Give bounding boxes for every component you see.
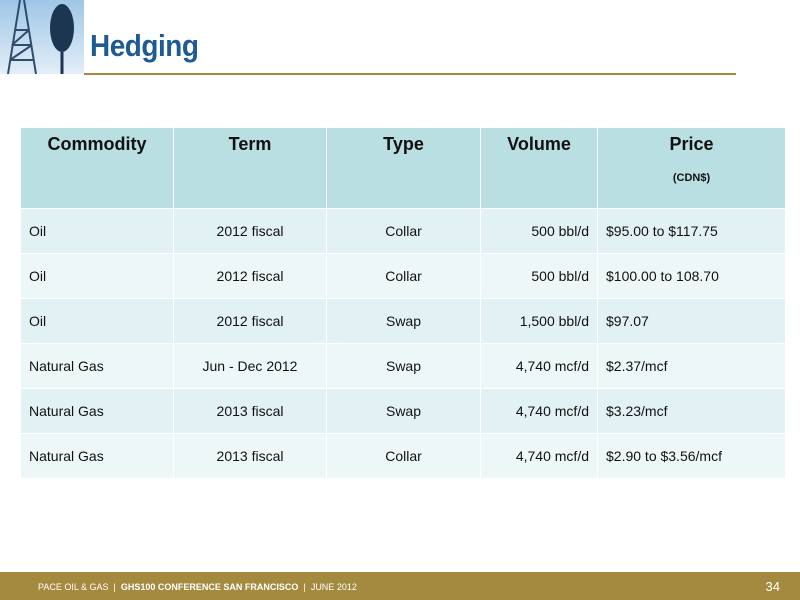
table-cell: 2012 fiscal <box>173 298 327 344</box>
table-cell: Natural Gas <box>20 388 174 434</box>
table-cell: $97.07 <box>597 298 786 344</box>
table-cell: 4,740 mcf/d <box>480 343 598 389</box>
footer-separator: | <box>303 582 306 592</box>
table-row: Natural Gas Jun - Dec 2012 Swap 4,740 mcf/d… <box>20 343 786 389</box>
column-header-text: Type <box>383 134 424 154</box>
column-header: Type <box>326 127 481 209</box>
column-header-text: Price <box>669 134 714 154</box>
table-cell: Oil <box>20 208 174 254</box>
table-cell: Swap <box>326 298 481 344</box>
table-cell: Collar <box>326 208 481 254</box>
column-header-text: Term <box>228 134 272 154</box>
table-cell: Oil <box>20 253 174 299</box>
header-image <box>0 0 84 74</box>
table-cell: Jun - Dec 2012 <box>173 343 327 389</box>
table-cell: 500 bbl/d <box>480 208 598 254</box>
table-cell: Natural Gas <box>20 433 174 479</box>
table-cell: 2013 fiscal <box>173 433 327 479</box>
hedging-table: Commodity Term Type Volume Price (CDN$) Oil 20… <box>20 127 786 479</box>
table-cell: 2012 fiscal <box>173 208 327 254</box>
column-header: Commodity <box>20 127 174 209</box>
table-cell: Collar <box>326 253 481 299</box>
slide-title: Hedging <box>90 28 199 63</box>
table-cell: 2013 fiscal <box>173 388 327 434</box>
table-cell: Natural Gas <box>20 343 174 389</box>
table-row: Oil 2012 fiscal Collar 500 bbl/d $95.00 to $… <box>20 208 786 254</box>
table-cell: $3.23/mcf <box>597 388 786 434</box>
table-cell: $2.37/mcf <box>597 343 786 389</box>
table-cell: 4,740 mcf/d <box>480 388 598 434</box>
footer-event: GHS100 CONFERENCE SAN FRANCISCO <box>120 582 299 592</box>
table-cell: Collar <box>326 433 481 479</box>
table-cell: Oil <box>20 298 174 344</box>
footer-company: PACE OIL & GAS <box>38 582 109 592</box>
table-body: Oil 2012 fiscal Collar 500 bbl/d $95.00 to $… <box>20 208 786 479</box>
table-cell: 4,740 mcf/d <box>480 433 598 479</box>
footer-text: PACE OIL & GAS | GHS100 CONFERENCE SAN F… <box>38 582 357 592</box>
table-cell: $2.90 to $3.56/mcf <box>597 433 786 479</box>
footer: PACE OIL & GAS | GHS100 CONFERENCE SAN F… <box>0 572 800 600</box>
table-row: Oil 2012 fiscal Swap 1,500 bbl/d $97.07 <box>20 298 786 344</box>
table-row: Oil 2012 fiscal Collar 500 bbl/d $100.00 to … <box>20 253 786 299</box>
table-cell: Swap <box>326 343 481 389</box>
price-note: (CDN$) <box>672 172 711 184</box>
page-number: 34 <box>765 579 780 594</box>
column-header: Volume <box>480 127 598 209</box>
column-header-text: Volume <box>507 134 571 154</box>
column-header-text: Commodity <box>47 134 147 154</box>
title-rule <box>84 73 736 75</box>
table-cell: 500 bbl/d <box>480 253 598 299</box>
column-header: Term <box>173 127 327 209</box>
header-row: Commodity Term Type Volume Price (CDN$) <box>20 127 786 209</box>
column-header: Price (CDN$) <box>597 127 786 209</box>
footer-separator: | <box>113 582 116 592</box>
table-cell: $95.00 to $117.75 <box>597 208 786 254</box>
table-cell: $100.00 to 108.70 <box>597 253 786 299</box>
table-row: Natural Gas 2013 fiscal Swap 4,740 mcf/d $3.… <box>20 388 786 434</box>
footer-date: JUNE 2012 <box>310 582 357 592</box>
table-cell: 2012 fiscal <box>173 253 327 299</box>
table-cell: Swap <box>326 388 481 434</box>
table-cell: 1,500 bbl/d <box>480 298 598 344</box>
table-row: Natural Gas 2013 fiscal Collar 4,740 mcf/d $… <box>20 433 786 479</box>
